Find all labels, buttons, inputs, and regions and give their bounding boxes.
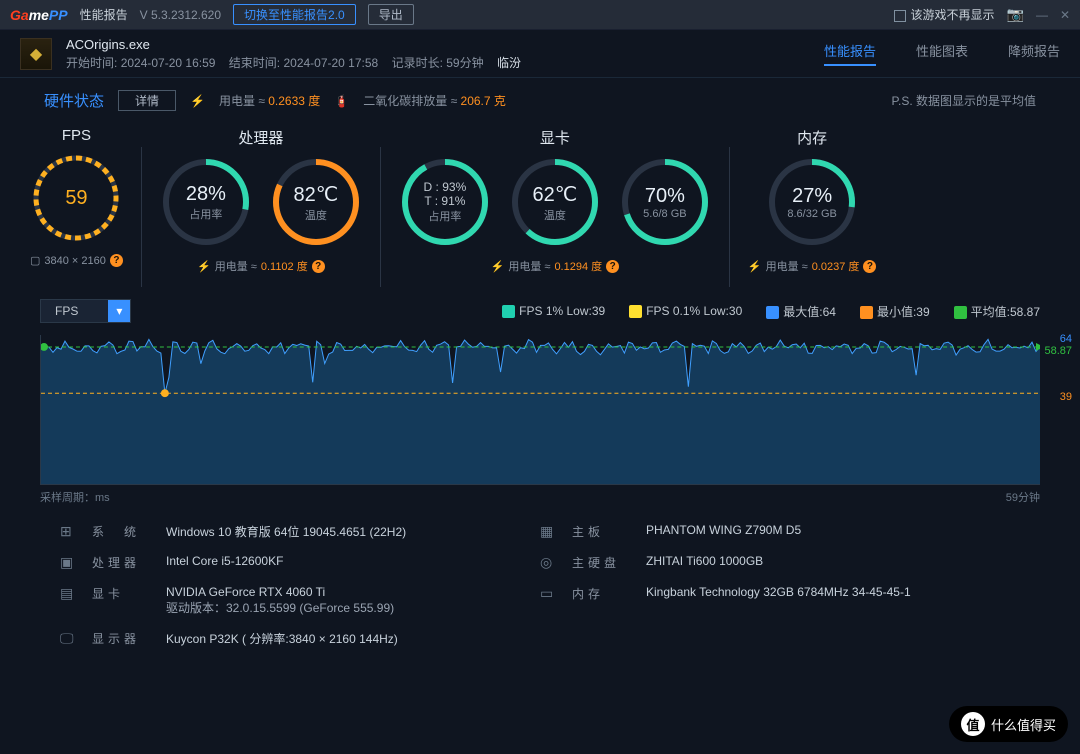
game-icon: ◆ bbox=[20, 38, 52, 70]
session-times: 开始时间: 2024-07-20 16:59 结束时间: 2024-07-20 … bbox=[66, 54, 521, 71]
specs: ⊞系 统Windows 10 教育版 64位 19045.4651 (22H2)… bbox=[0, 505, 1080, 679]
gpu-icon: ▤ bbox=[60, 585, 78, 602]
disk-icon: ◎ bbox=[540, 554, 558, 571]
swatch bbox=[502, 305, 515, 318]
tabs: 性能报告 性能图表 降频报告 bbox=[824, 41, 1060, 66]
detail-button[interactable]: 详情 bbox=[118, 90, 176, 111]
minimize-icon[interactable]: — bbox=[1036, 8, 1048, 22]
tab-chart[interactable]: 性能图表 bbox=[916, 41, 968, 66]
metric-dropdown[interactable]: FPS▾ bbox=[40, 299, 131, 323]
camera-icon[interactable]: 📷 bbox=[1007, 6, 1024, 23]
session-header: ◆ ACOrigins.exe 开始时间: 2024-07-20 16:59 结… bbox=[0, 30, 1080, 78]
gauges: FPS 59 ▢ 3840 × 2160? 处理器 28%占用率 82℃温度 ⚡用… bbox=[0, 117, 1080, 291]
watermark-badge: 值什么值得买 bbox=[949, 706, 1068, 742]
axis-left: 采样周期：ms bbox=[40, 489, 110, 505]
hw-status: 硬件状态 bbox=[44, 90, 104, 111]
exe-name: ACOrigins.exe bbox=[66, 37, 521, 52]
nohide-check[interactable]: 该游戏不再显示 bbox=[894, 6, 994, 23]
fps-panel: FPS 59 ▢ 3840 × 2160? bbox=[30, 127, 123, 287]
gpu-title: 显卡 bbox=[540, 127, 570, 148]
fps-title: FPS bbox=[62, 127, 91, 144]
fps-value: 59 bbox=[65, 187, 87, 210]
help-icon[interactable]: ? bbox=[606, 260, 619, 273]
ram-panel: 内存 27%8.6/32 GB ⚡用电量 ≈ 0.0237 度? bbox=[748, 127, 877, 287]
help-icon[interactable]: ? bbox=[110, 254, 123, 267]
switch-button[interactable]: 切换至性能报告2.0 bbox=[233, 4, 356, 25]
cpu-panel: 处理器 28%占用率 82℃温度 ⚡用电量 ≈ 0.1102 度? bbox=[160, 127, 362, 287]
titlebar: GamePP 性能报告 V 5.3.2312.620 切换至性能报告2.0 导出… bbox=[0, 0, 1080, 30]
nohide-label: 该游戏不再显示 bbox=[910, 8, 994, 22]
os-icon: ⊞ bbox=[60, 523, 78, 540]
mb-icon: ▦ bbox=[540, 523, 558, 540]
ram-icon: ▭ bbox=[540, 585, 558, 602]
help-icon[interactable]: ? bbox=[312, 260, 325, 273]
title: 性能报告 bbox=[80, 6, 128, 23]
fps-chart: 64 58.87 39 bbox=[40, 335, 1040, 485]
bolt-icon: ⚡ bbox=[190, 94, 205, 108]
export-button[interactable]: 导出 bbox=[368, 4, 414, 25]
tab-report[interactable]: 性能报告 bbox=[824, 41, 876, 66]
tab-throttle[interactable]: 降频报告 bbox=[1008, 41, 1060, 66]
ps-note: P.S. 数据图显示的是平均值 bbox=[892, 92, 1036, 109]
res-icon: ▢ bbox=[30, 254, 40, 267]
monitor-icon: 🖵 bbox=[60, 630, 78, 647]
summary-row: 硬件状态 详情 ⚡ 用电量 ≈ 0.2633 度 🧯 二氧化碳排放量 ≈ 206… bbox=[0, 78, 1080, 117]
close-icon[interactable]: ✕ bbox=[1060, 8, 1070, 22]
legend: FPS▾ FPS 1% Low:39 FPS 0.1% Low:30 最大值:6… bbox=[0, 291, 1080, 331]
fps-res: 3840 × 2160 bbox=[44, 255, 105, 267]
chevron-down-icon: ▾ bbox=[108, 300, 130, 322]
ram-title: 内存 bbox=[797, 127, 827, 148]
help-icon[interactable]: ? bbox=[863, 260, 876, 273]
co2-icon: 🧯 bbox=[334, 94, 349, 108]
app-logo: GamePP bbox=[10, 7, 68, 23]
gpu-panel: 显卡 D : 93%T : 91%占用率 62℃温度 70%5.6/8 GB ⚡… bbox=[399, 127, 711, 287]
cpu-icon: ▣ bbox=[60, 554, 78, 571]
axis-right: 59分钟 bbox=[1006, 489, 1040, 505]
fps-ring: 59 bbox=[30, 152, 122, 244]
version: V 5.3.2312.620 bbox=[140, 8, 221, 22]
cpu-title: 处理器 bbox=[238, 127, 283, 148]
